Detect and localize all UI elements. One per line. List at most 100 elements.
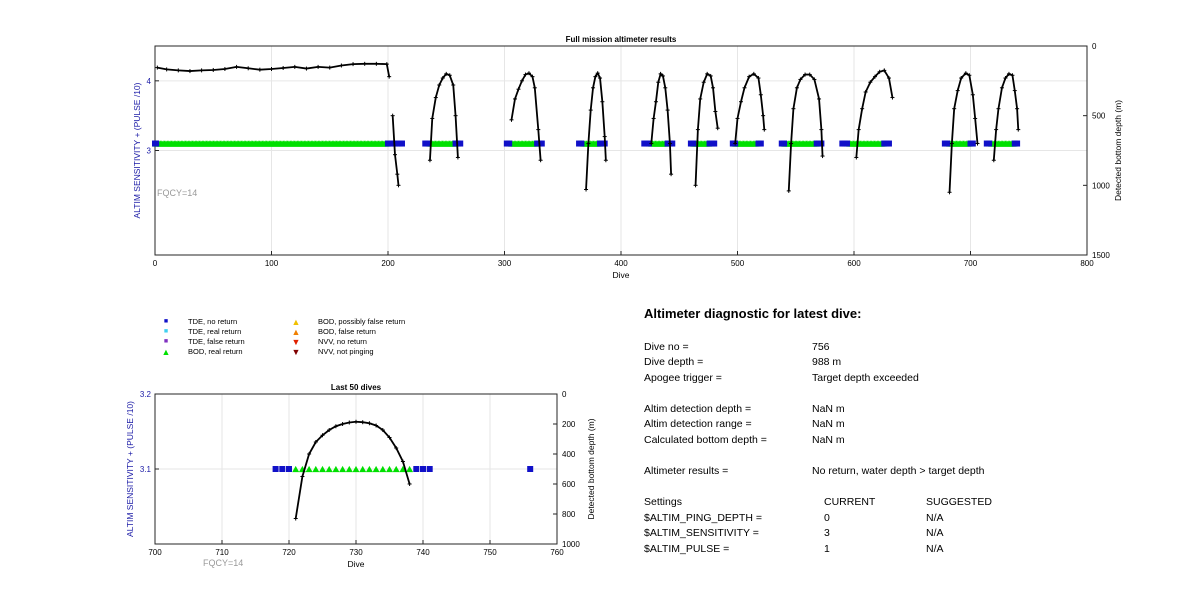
legend-item: ▼ NVV, no return	[290, 337, 367, 347]
bod-real-return-point	[292, 465, 300, 473]
full-mission-chart: 0 100 200 300 400 500 600 700 800 3 4 0 500 1000 1500 F…	[132, 35, 1123, 280]
y-tick-label: 3	[147, 147, 152, 156]
bottom-depth-point	[656, 80, 661, 85]
bottom-depth-point	[584, 187, 589, 192]
legend-item: ▼ NVV, not pinging	[290, 347, 374, 357]
bottom-depth-point	[354, 419, 358, 424]
legend-label: NVV, no return	[318, 337, 367, 346]
bottom-depth-point	[708, 73, 713, 78]
bottom-depth-point	[863, 89, 868, 94]
bottom-depth-point	[316, 64, 321, 69]
tde-no-return-point	[506, 140, 513, 147]
setting-name: $ALTIM_PING_DEPTH =	[644, 512, 762, 524]
bottom-depth-point	[667, 141, 672, 146]
calc-bottom-label: Calculated bottom depth =	[644, 434, 767, 446]
bottom-depth-point	[327, 65, 332, 70]
bod-real-return-point	[319, 465, 326, 473]
y-tick-label: 3.1	[140, 465, 152, 474]
bottom-depth-point	[756, 76, 761, 81]
bottom-depth-point	[658, 71, 663, 76]
bottom-depth-line	[585, 71, 607, 190]
x-tick-label: 760	[550, 548, 564, 557]
bottom-depth-point	[595, 71, 600, 76]
x-tick-label: 300	[498, 259, 512, 268]
dive-no-value: 756	[812, 341, 830, 353]
y2-tick-label: 1000	[562, 540, 580, 549]
bottom-depth-line	[650, 72, 672, 175]
bottom-depth-line	[948, 72, 979, 193]
legend-triangle-up-icon: ▲	[291, 317, 301, 328]
bottom-depth-point	[1006, 71, 1011, 76]
bottom-depth-point	[886, 76, 891, 81]
bottom-depth-point	[211, 67, 216, 72]
apogee-value: Target depth exceeded	[812, 372, 919, 384]
bottom-depth-point	[890, 95, 895, 100]
x-axis-label: Dive	[612, 270, 629, 280]
tde-no-return-point	[424, 140, 431, 147]
tde-no-return-point	[527, 466, 534, 472]
tde-no-return-point	[413, 466, 420, 472]
dive-no-label: Dive no =	[644, 341, 689, 353]
bottom-depth-point	[1015, 106, 1020, 111]
y2-axis-label: Detected bottom depth (m)	[586, 418, 596, 519]
y2-tick-label: 0	[1092, 42, 1097, 51]
setting-suggested: N/A	[926, 543, 944, 555]
bottom-depth-point	[711, 85, 716, 90]
bottom-depth-line	[391, 115, 400, 186]
bottom-depth-point	[742, 85, 747, 90]
bottom-depth-point	[794, 85, 799, 90]
bottom-depth-point	[519, 78, 524, 83]
bottom-depth-point	[380, 428, 385, 432]
x-tick-label: 710	[215, 548, 229, 557]
dive-depth-label: Dive depth =	[644, 356, 704, 368]
legend-label: TDE, false return	[188, 337, 245, 346]
setting-suggested: N/A	[926, 527, 944, 539]
setting-current: 0	[824, 512, 830, 524]
tde-no-return-point	[272, 466, 279, 472]
bottom-depth-point	[868, 80, 873, 85]
bottom-depth-line	[992, 72, 1020, 161]
x-tick-label: 720	[282, 548, 296, 557]
y-axis-label: ALTIM SENSITIVITY + (PULSE /10)	[132, 82, 142, 218]
tde-no-return-point	[153, 140, 160, 147]
bottom-depth-point	[536, 127, 541, 132]
bottom-depth-series	[155, 61, 1021, 195]
suggested-header: SUGGESTED	[926, 496, 992, 508]
bottom-depth-point	[882, 68, 887, 73]
bottom-depth-point	[430, 116, 435, 121]
y2-tick-label: 800	[562, 510, 576, 519]
bod-real-return-point	[339, 465, 347, 473]
bottom-depth-point	[257, 67, 262, 72]
bottom-depth-point	[665, 108, 670, 113]
tde-no-return-point	[781, 140, 788, 147]
legend-label: BOD, false return	[318, 327, 376, 336]
tde-no-return-point	[969, 140, 976, 147]
bottom-depth-point	[602, 134, 607, 139]
bottom-depth-point	[387, 74, 392, 79]
data-layer	[152, 61, 1021, 195]
bottom-depth-point	[789, 141, 794, 146]
bottom-depth-point	[747, 74, 752, 79]
bottom-depth-point	[455, 155, 460, 160]
bottom-depth-point	[176, 68, 181, 73]
current-header: CURRENT	[824, 496, 876, 508]
bottom-depth-point	[384, 62, 389, 67]
bottom-depth-point	[973, 116, 978, 121]
bottom-depth-point	[856, 127, 861, 132]
x-tick-label: 600	[847, 259, 861, 268]
bottom-depth-point	[1003, 76, 1008, 81]
tde-no-return-point	[711, 140, 718, 147]
tde-no-return-point	[645, 140, 652, 147]
bottom-depth-point	[437, 83, 442, 88]
x-axis-label: Dive	[347, 559, 364, 569]
bottom-depth-point	[516, 87, 521, 92]
bod-real-return-point	[392, 465, 400, 473]
legend-item: ■ TDE, false return	[160, 337, 245, 347]
bottom-depth-point	[994, 127, 999, 132]
diagnostic-title: Altimeter diagnostic for latest dive:	[644, 306, 862, 321]
bottom-depth-point	[653, 99, 658, 104]
bottom-depth-point	[307, 452, 312, 456]
data-layer	[272, 419, 534, 521]
y2-tick-label: 1000	[1092, 181, 1110, 190]
